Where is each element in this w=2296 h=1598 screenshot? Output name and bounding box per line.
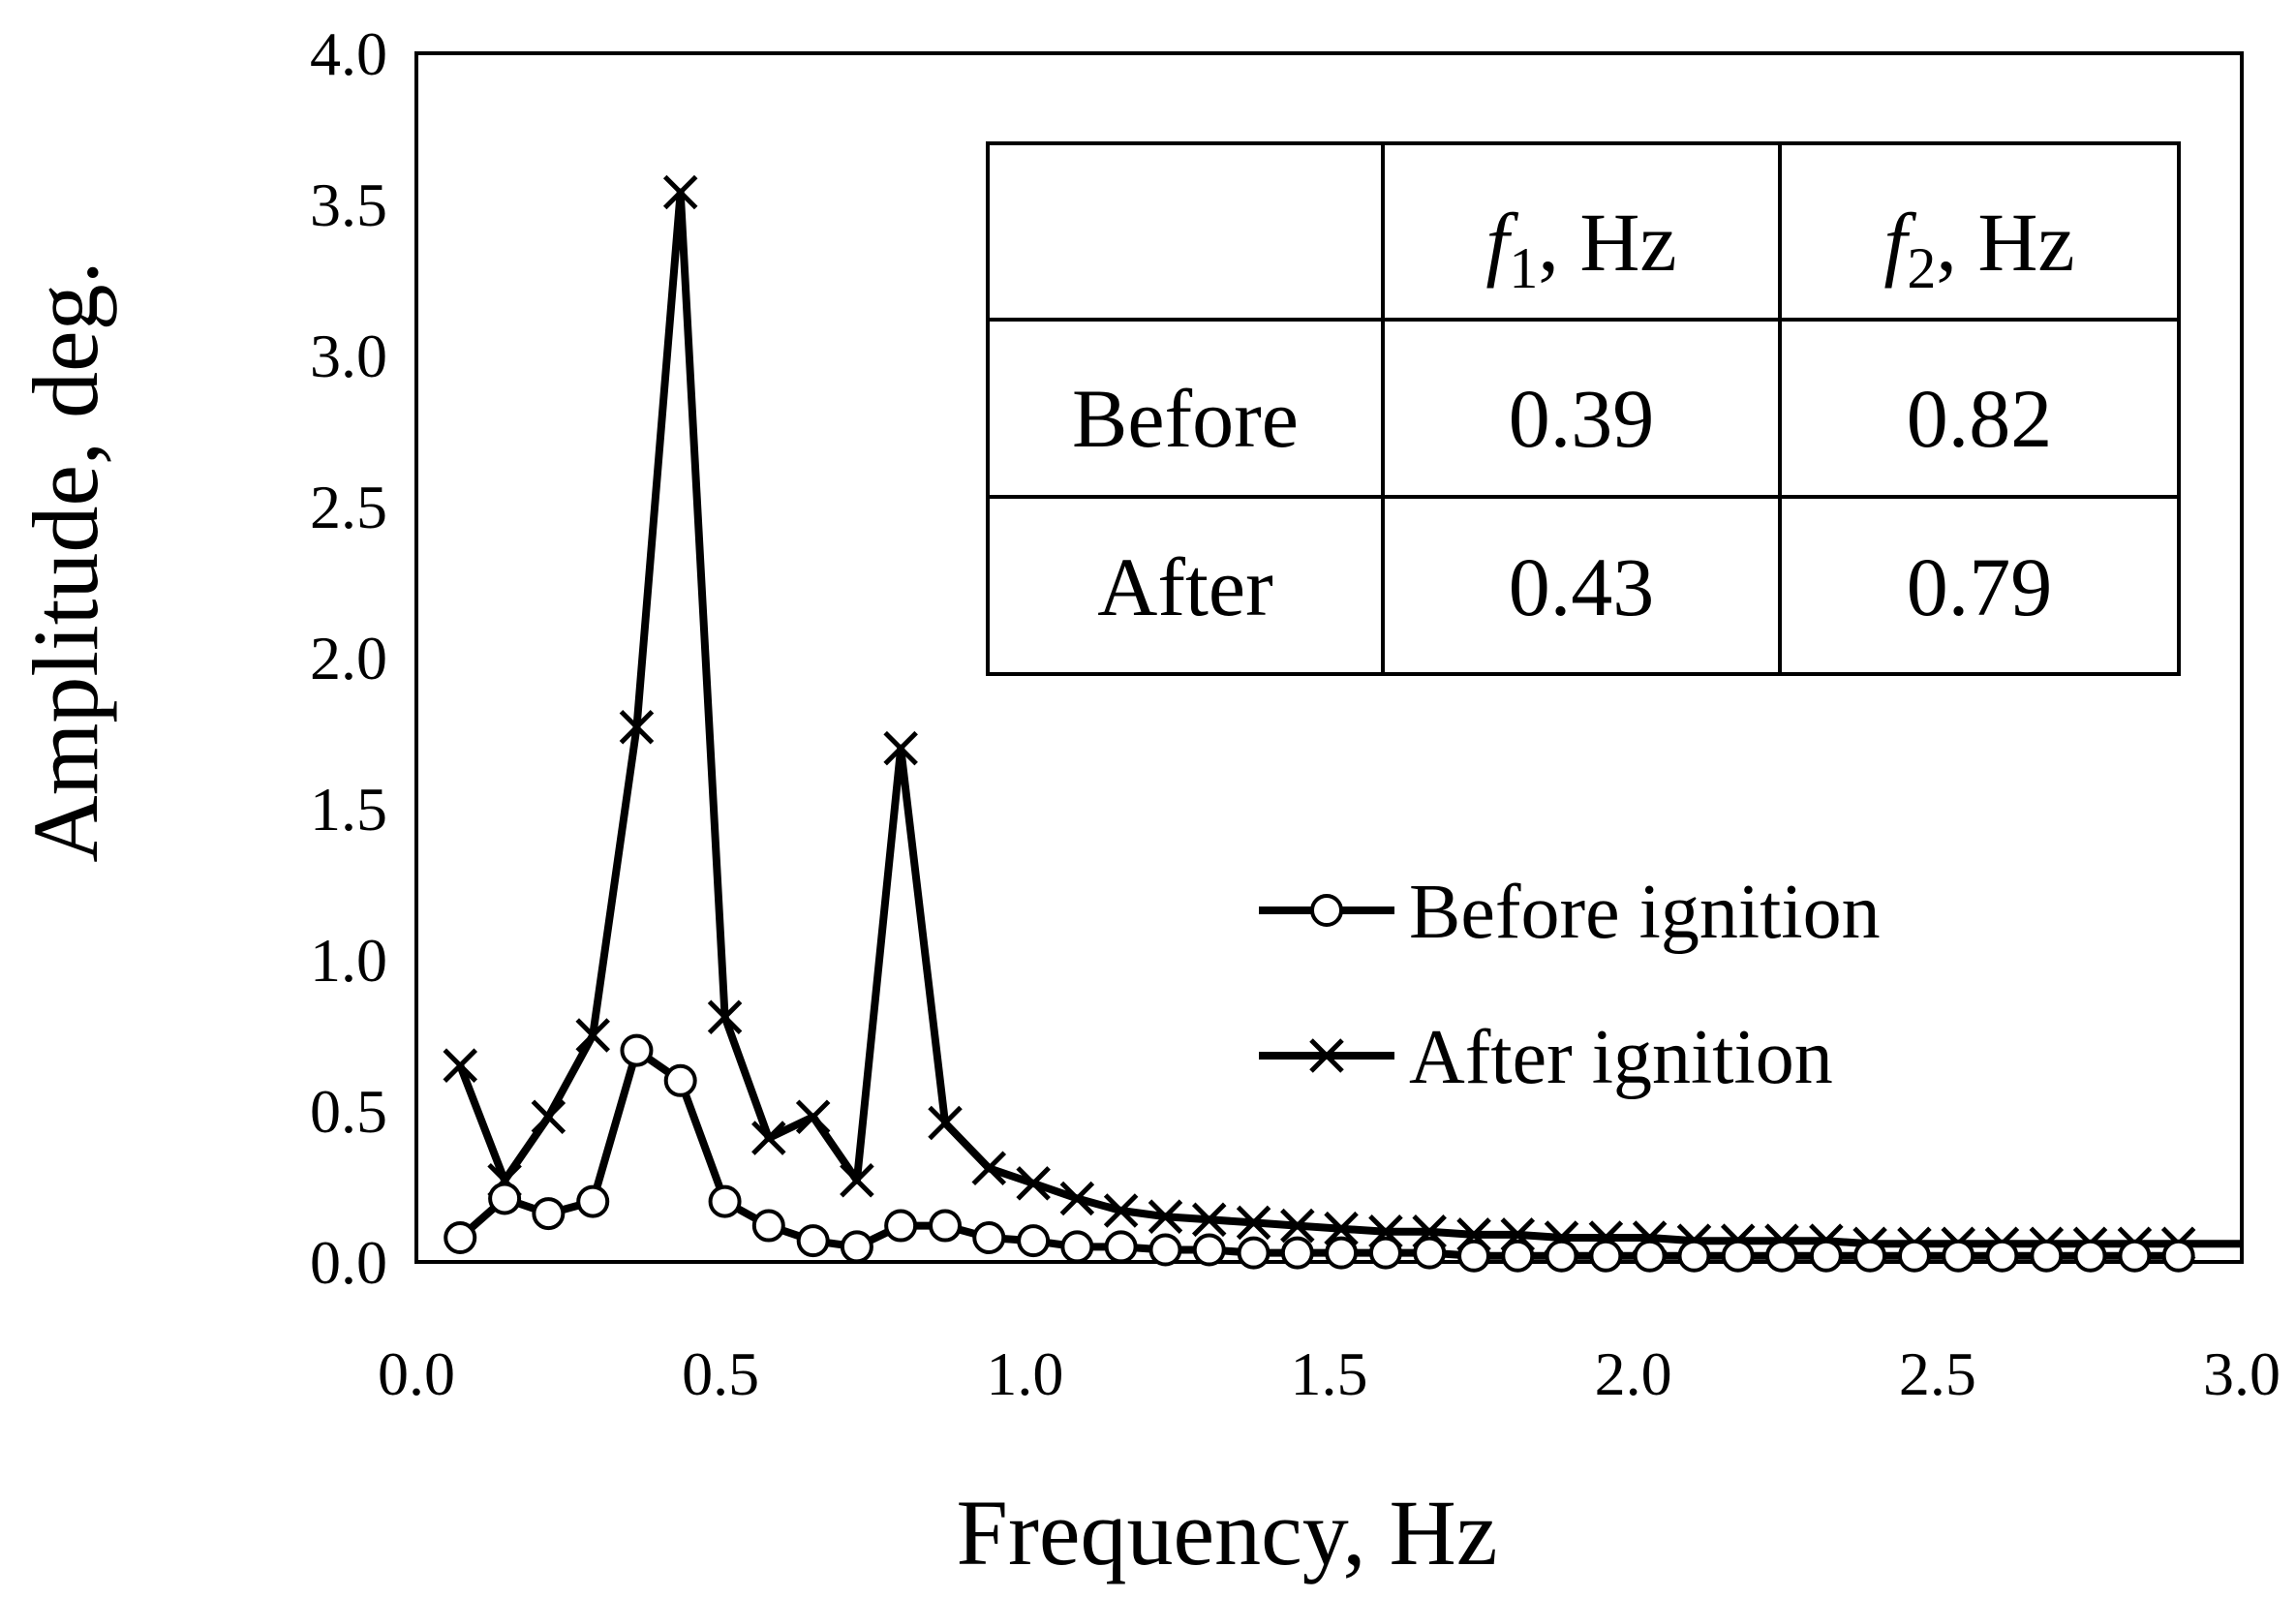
x-tick-label: 0.5 <box>682 1339 759 1408</box>
x-tick-label: 2.5 <box>1899 1339 1976 1408</box>
data-point-before <box>1280 1236 1314 1270</box>
data-point-after <box>883 730 918 766</box>
y-tick-label: 1.5 <box>310 775 387 844</box>
data-point-after <box>619 709 655 745</box>
data-point-after <box>928 1105 963 1141</box>
data-point-before <box>663 1063 697 1097</box>
data-point-before <box>1368 1236 1402 1270</box>
data-point-after <box>575 1018 610 1053</box>
data-point-before <box>708 1184 742 1218</box>
data-point-after <box>1016 1166 1051 1201</box>
x-tick-label: 2.0 <box>1595 1339 1672 1408</box>
x-tick-label: 1.0 <box>986 1339 1063 1408</box>
series-before-ignition <box>444 1033 2195 1273</box>
data-point-before <box>1633 1239 1667 1273</box>
data-point-before <box>1942 1239 1975 1273</box>
data-point-before <box>1721 1239 1755 1273</box>
legend: Before ignition After ignition <box>1259 870 1881 1100</box>
data-point-before <box>972 1221 1006 1255</box>
data-point-before <box>620 1033 654 1067</box>
data-point-before <box>576 1184 610 1218</box>
data-point-before <box>1985 1239 2019 1273</box>
y-tick-label: 2.0 <box>310 624 387 692</box>
data-point-before <box>1809 1239 1843 1273</box>
data-point-before <box>884 1209 918 1243</box>
table-cell-after-f2: 0.79 <box>1907 540 2053 633</box>
data-point-before <box>488 1182 522 1215</box>
table-cell-before-f1: 0.39 <box>1509 372 1655 465</box>
y-axis-title: Amplitude, deg. <box>14 261 117 862</box>
y-tick-label: 0.0 <box>310 1228 387 1297</box>
data-point-after <box>751 1121 786 1155</box>
data-point-before <box>532 1197 566 1231</box>
data-point-before <box>1237 1236 1270 1270</box>
data-point-before <box>1897 1239 1931 1273</box>
legend-label-before: Before ignition <box>1409 870 1881 955</box>
data-point-after <box>1280 1208 1315 1244</box>
legend-label-after: After ignition <box>1409 1015 1833 1100</box>
legend-marker-x <box>1309 1038 1344 1073</box>
data-point-before <box>1017 1224 1051 1258</box>
data-point-after <box>1236 1205 1271 1241</box>
data-point-before <box>840 1230 873 1264</box>
data-point-before <box>751 1209 785 1243</box>
data-point-after <box>531 1099 566 1135</box>
data-point-before <box>1104 1230 1138 1264</box>
data-point-after <box>840 1162 874 1198</box>
x-axis-ticks: 0.0 0.5 1.0 1.5 2.0 2.5 3.0 <box>378 1339 2281 1408</box>
data-point-before <box>1148 1233 1182 1267</box>
y-axis-ticks: 0.0 0.5 1.0 1.5 2.0 2.5 3.0 3.5 4.0 <box>310 19 387 1297</box>
table-cell-before-f2: 0.82 <box>1907 372 2053 465</box>
data-point-after <box>707 999 743 1035</box>
data-point-after <box>662 174 698 210</box>
data-point-before <box>1325 1236 1359 1270</box>
data-point-before <box>2030 1239 2064 1273</box>
data-point-before <box>1589 1239 1623 1273</box>
y-tick-label: 3.0 <box>310 322 387 390</box>
data-point-before <box>1192 1233 1226 1267</box>
data-point-before <box>1413 1236 1447 1270</box>
x-tick-label: 0.0 <box>378 1339 455 1408</box>
y-tick-label: 1.0 <box>310 926 387 995</box>
table-header-f2: f2, Hz <box>1883 196 2074 300</box>
data-point-before <box>2118 1239 2152 1273</box>
series-line <box>457 1046 2179 1260</box>
x-tick-label: 3.0 <box>2203 1339 2281 1408</box>
data-point-after <box>1191 1202 1227 1238</box>
data-point-before <box>2073 1239 2107 1273</box>
data-point-before <box>1677 1239 1711 1273</box>
x-tick-label: 1.5 <box>1291 1339 1368 1408</box>
data-point-after <box>443 1048 478 1083</box>
table-row-label-before: Before <box>1072 372 1299 465</box>
data-point-after <box>1103 1193 1139 1228</box>
data-point-before <box>796 1224 830 1258</box>
table-frame <box>986 141 2181 676</box>
y-tick-label: 4.0 <box>310 19 387 88</box>
data-point-before <box>1545 1239 1578 1273</box>
data-point-after <box>1324 1211 1359 1246</box>
data-point-before <box>1501 1239 1535 1273</box>
inset-table: f1, Hz f2, Hz Before 0.39 0.82 After 0.4… <box>986 141 2181 676</box>
data-point-before <box>1764 1239 1798 1273</box>
data-point-before <box>1060 1230 1094 1264</box>
y-tick-label: 0.5 <box>310 1077 387 1146</box>
data-point-after <box>971 1151 1007 1186</box>
y-tick-label: 3.5 <box>310 170 387 239</box>
data-point-after <box>795 1099 831 1135</box>
data-point-before <box>1457 1239 1491 1273</box>
data-point-before <box>929 1209 963 1243</box>
table-row-label-after: After <box>1097 540 1272 633</box>
y-tick-label: 2.5 <box>310 473 387 541</box>
data-point-after <box>1148 1199 1183 1234</box>
data-point-before <box>2161 1239 2195 1273</box>
table-header-f1: f1, Hz <box>1485 196 1676 300</box>
legend-marker-circle <box>1310 894 1343 927</box>
table-cell-after-f1: 0.43 <box>1509 540 1655 633</box>
data-point-after <box>1059 1181 1095 1216</box>
x-axis-title: Frequency, Hz <box>957 1481 1498 1584</box>
data-point-before <box>444 1221 477 1255</box>
data-point-before <box>1853 1239 1887 1273</box>
